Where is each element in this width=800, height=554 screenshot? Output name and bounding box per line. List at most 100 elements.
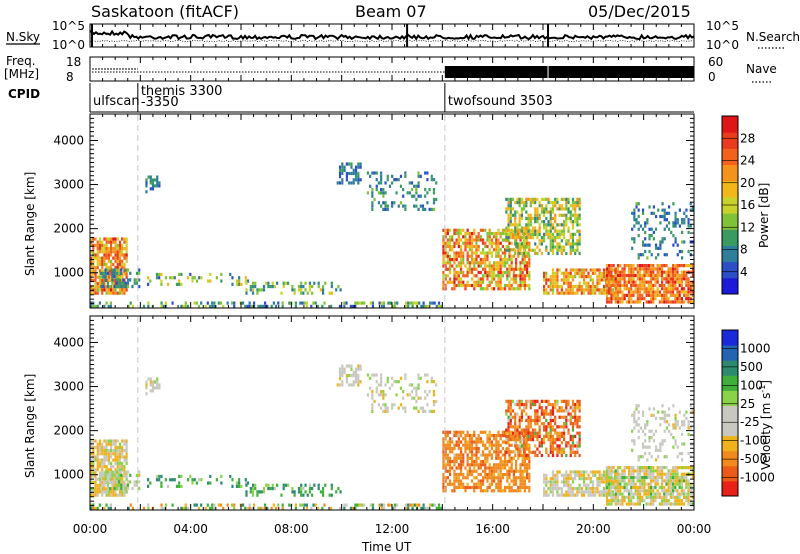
power-cell: [120, 268, 123, 272]
power-cell: [574, 213, 577, 217]
power-cell: [371, 304, 375, 308]
power-cell: [674, 283, 677, 288]
velocity-cell: [444, 453, 447, 457]
velocity-cell: [571, 437, 575, 442]
velocity-cell: [428, 389, 431, 394]
power-cell: [516, 200, 519, 205]
velocity-cell: [623, 499, 626, 503]
power-cell: [678, 264, 681, 268]
velocity-cell: [497, 453, 500, 457]
power-cell: [477, 270, 480, 275]
power-cell: [576, 220, 579, 224]
power-cell: [634, 273, 637, 278]
power-cell: [103, 288, 106, 292]
power-cell: [625, 300, 628, 304]
power-cell: [682, 277, 686, 281]
velocity-cell: [98, 445, 102, 450]
power-cell: [667, 297, 670, 301]
velocity-cell: [475, 482, 478, 486]
velocity-cell: [470, 446, 474, 451]
velocity-cell: [104, 473, 107, 477]
velocity-cell: [455, 479, 458, 483]
velocity-cell: [556, 490, 559, 494]
velocity-cell: [665, 482, 668, 486]
velocity-cell: [352, 383, 355, 387]
velocity-cell: [375, 389, 378, 394]
power-cell: [621, 297, 624, 301]
velocity-cell: [123, 490, 126, 494]
power-cell: [638, 267, 642, 271]
power-cell: [526, 264, 529, 268]
power-cell: [125, 243, 128, 248]
velocity-cell: [475, 453, 478, 457]
power-cell: [121, 262, 124, 267]
power-cell: [92, 266, 95, 270]
power-cell: [514, 251, 517, 256]
velocity-cell: [348, 364, 351, 368]
power-cell: [571, 284, 575, 289]
power-cell: [499, 274, 502, 278]
power-cell: [641, 253, 645, 257]
velocity-cell: [545, 425, 548, 429]
velocity-cell: [549, 477, 552, 481]
velocity-cell: [571, 447, 575, 451]
power-cell: [658, 264, 661, 268]
power-cell: [297, 284, 301, 289]
velocity-cell: [638, 479, 642, 483]
power-cell: [611, 275, 615, 279]
velocity-cell: [100, 473, 103, 477]
velocity-cell: [468, 437, 471, 441]
power-cell: [567, 197, 570, 201]
power-cell: [625, 293, 628, 297]
velocity-cell: [516, 444, 519, 448]
power-cell: [525, 226, 528, 230]
velocity-cell: [652, 413, 655, 417]
velocity-cell: [466, 459, 469, 464]
velocity-cell: [473, 433, 476, 438]
velocity-cell: [574, 412, 577, 416]
power-cell: [101, 262, 104, 267]
velocity-cell: [549, 450, 552, 454]
power-cell: [462, 228, 465, 232]
power-cell: [510, 241, 513, 245]
velocity-cell: [644, 432, 647, 437]
velocity-cell: [477, 482, 480, 486]
power-cell: [113, 275, 116, 279]
velocity-cell: [156, 383, 159, 387]
velocity-cell: [582, 470, 586, 474]
power-cell: [654, 246, 658, 250]
power-cell: [101, 259, 104, 263]
velocity-cell: [451, 450, 454, 454]
power-cell: [116, 256, 119, 260]
velocity-cell: [336, 383, 339, 387]
power-cell: [211, 301, 214, 305]
power-cell: [574, 207, 577, 211]
power-cell: [126, 284, 130, 289]
velocity-cell: [358, 503, 361, 507]
velocity-cell: [567, 480, 570, 484]
velocity-colorbar-swatch: [722, 480, 738, 497]
power-cell: [222, 304, 225, 308]
velocity-cell: [129, 473, 132, 477]
velocity-cell: [235, 481, 239, 485]
power-cell: [641, 273, 644, 278]
velocity-cell: [94, 471, 97, 475]
velocity-cell: [574, 402, 577, 407]
velocity-cell: [676, 423, 679, 427]
power-cell: [156, 184, 159, 188]
power-cell: [490, 270, 493, 275]
power-cell: [587, 284, 590, 289]
velocity-cell: [261, 506, 264, 510]
power-cell: [598, 281, 601, 285]
velocity-cell: [656, 489, 659, 493]
velocity-cell: [442, 450, 445, 454]
power-cell: [602, 278, 606, 282]
power-cell: [560, 278, 563, 282]
power-cell: [685, 277, 688, 281]
velocity-cell: [526, 485, 529, 490]
power-cell: [123, 253, 126, 257]
velocity-cell: [567, 477, 570, 481]
velocity-cell: [492, 466, 496, 470]
power-heatmap: [90, 115, 695, 308]
velocity-cell: [497, 456, 500, 460]
